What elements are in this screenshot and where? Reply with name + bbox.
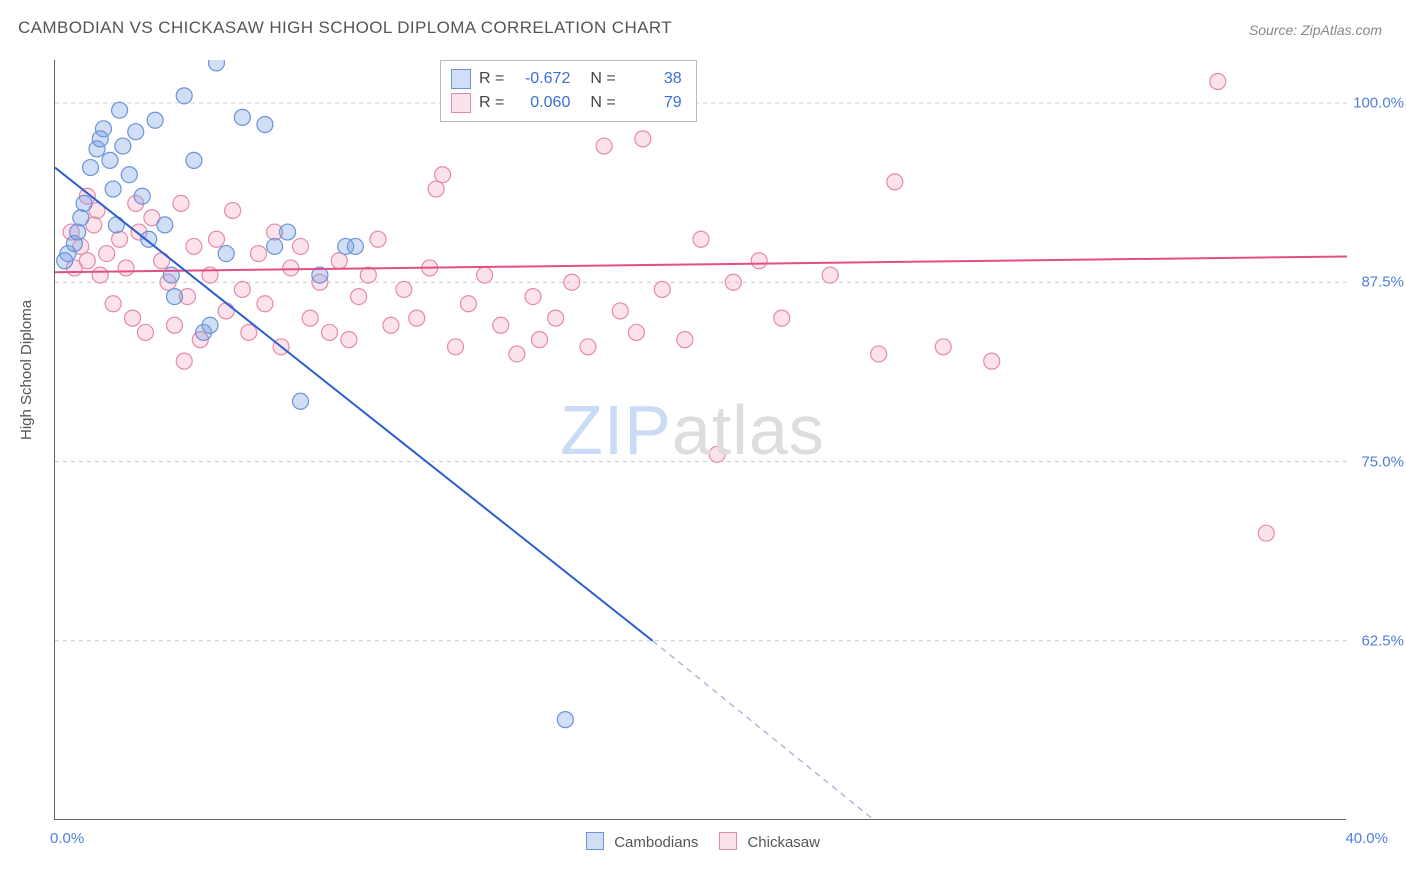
r-label: R = xyxy=(479,70,504,88)
swatch-cambodians-icon xyxy=(451,69,471,89)
legend-label-cambodians: Cambodians xyxy=(614,834,698,851)
r-label: R = xyxy=(479,94,504,112)
xtick-label-min: 0.0% xyxy=(50,830,84,847)
ytick-label: 87.5% xyxy=(1361,274,1404,291)
ytick-label: 75.0% xyxy=(1361,453,1404,470)
r-value-chickasaw: 0.060 xyxy=(512,94,570,112)
chart-container: CAMBODIAN VS CHICKASAW HIGH SCHOOL DIPLO… xyxy=(0,0,1406,892)
r-value-cambodians: -0.672 xyxy=(512,70,570,88)
n-label: N = xyxy=(590,70,615,88)
y-axis-label: High School Diploma xyxy=(18,300,35,440)
n-value-cambodians: 38 xyxy=(624,70,682,88)
n-label: N = xyxy=(590,94,615,112)
correlation-info-box: R = -0.672 N = 38 R = 0.060 N = 79 xyxy=(440,60,697,122)
legend-swatch-chickasaw-icon xyxy=(719,832,737,850)
info-row-cambodians: R = -0.672 N = 38 xyxy=(451,67,682,91)
source-label: Source: ZipAtlas.com xyxy=(1249,22,1382,38)
xtick-label-max: 40.0% xyxy=(1345,830,1388,847)
ytick-label: 62.5% xyxy=(1361,632,1404,649)
ytick-label: 100.0% xyxy=(1353,95,1404,112)
swatch-chickasaw-icon xyxy=(451,93,471,113)
plot-svg xyxy=(55,60,1347,820)
chart-title: CAMBODIAN VS CHICKASAW HIGH SCHOOL DIPLO… xyxy=(18,18,672,38)
n-value-chickasaw: 79 xyxy=(624,94,682,112)
legend-label-chickasaw: Chickasaw xyxy=(747,834,820,851)
plot-area: 62.5%75.0%87.5%100.0% xyxy=(54,60,1346,820)
info-row-chickasaw: R = 0.060 N = 79 xyxy=(451,91,682,115)
legend-swatch-cambodians-icon xyxy=(586,832,604,850)
legend: Cambodians Chickasaw xyxy=(0,832,1406,851)
